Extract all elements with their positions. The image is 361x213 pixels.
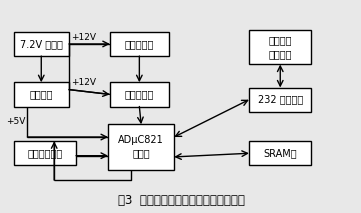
Bar	[108, 124, 174, 170]
Bar	[249, 88, 312, 112]
Text: +12V: +12V	[71, 78, 96, 88]
Bar	[14, 32, 69, 56]
Bar	[14, 141, 76, 165]
Bar	[110, 82, 169, 106]
Text: 电源模块: 电源模块	[30, 89, 53, 99]
Text: 数据处理
分析模块: 数据处理 分析模块	[269, 36, 292, 59]
Text: 电源监测模块: 电源监测模块	[27, 148, 62, 158]
Bar	[249, 141, 312, 165]
Bar	[249, 30, 312, 65]
Text: 232 通讯接口: 232 通讯接口	[258, 95, 303, 105]
Text: 图3  井下油气压力存储测试系统功能图: 图3 井下油气压力存储测试系统功能图	[118, 194, 245, 207]
Bar	[110, 32, 169, 56]
Text: +5V: +5V	[6, 117, 26, 126]
Text: SRAM组: SRAM组	[264, 148, 297, 158]
Text: ADμC821
单片机: ADμC821 单片机	[118, 135, 164, 158]
Bar	[14, 82, 69, 106]
Text: 7.2V 锂电池: 7.2V 锂电池	[20, 39, 63, 49]
Text: 压力传感器: 压力传感器	[125, 39, 154, 49]
Text: 运算放大器: 运算放大器	[125, 89, 154, 99]
Text: +12V: +12V	[71, 33, 96, 42]
